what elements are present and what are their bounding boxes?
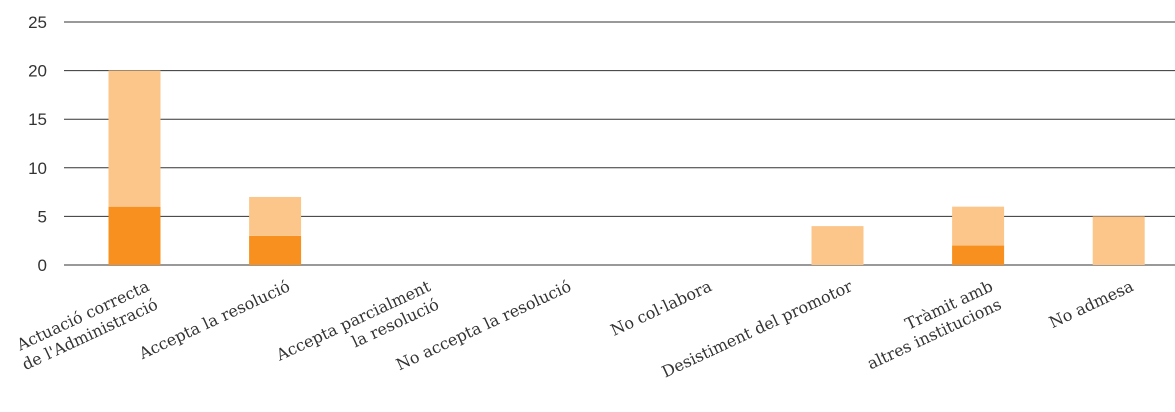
y-tick-label: 25 (28, 13, 47, 32)
y-tick-label: 5 (38, 207, 47, 226)
bars (108, 70, 1145, 265)
bar-segment-series1-cat1 (108, 206, 161, 265)
x-tick-label-line: No admesa (1046, 276, 1137, 332)
y-tick-label: 20 (28, 62, 47, 81)
y-tick-label: 15 (28, 110, 47, 129)
y-tick-label: 10 (28, 159, 47, 178)
bar-segment-series2-cat2 (249, 196, 302, 236)
y-tick-label: 0 (38, 256, 47, 275)
x-tick-label: No admesa (1046, 276, 1137, 332)
bar-segment-series2-cat6 (811, 226, 864, 265)
x-tick-label: Accepta la resolució (135, 276, 293, 363)
x-tick-label: Accepta parcialmentla resolució (272, 276, 442, 383)
x-tick-label: No col·labora (608, 276, 715, 340)
x-axis-ticks: Actuació correctade l'AdministracióAccep… (11, 276, 1137, 383)
bar-segment-series2-cat1 (108, 70, 161, 207)
x-tick-label-line: No col·labora (608, 276, 715, 340)
y-axis-ticks: 0 5 10 15 20 25 (28, 13, 47, 275)
bar-segment-series2-cat8 (1092, 216, 1145, 265)
x-tick-label: Tràmit ambaltres institucions (856, 276, 1004, 373)
bar-segment-series1-cat2 (249, 235, 302, 265)
bar-segment-series2-cat7 (952, 206, 1005, 246)
x-tick-label-line: Accepta la resolució (135, 276, 293, 363)
gridlines (64, 21, 1175, 266)
bar-segment-series1-cat7 (952, 245, 1005, 265)
x-tick-label: Actuació correctade l'Administració (11, 276, 161, 374)
